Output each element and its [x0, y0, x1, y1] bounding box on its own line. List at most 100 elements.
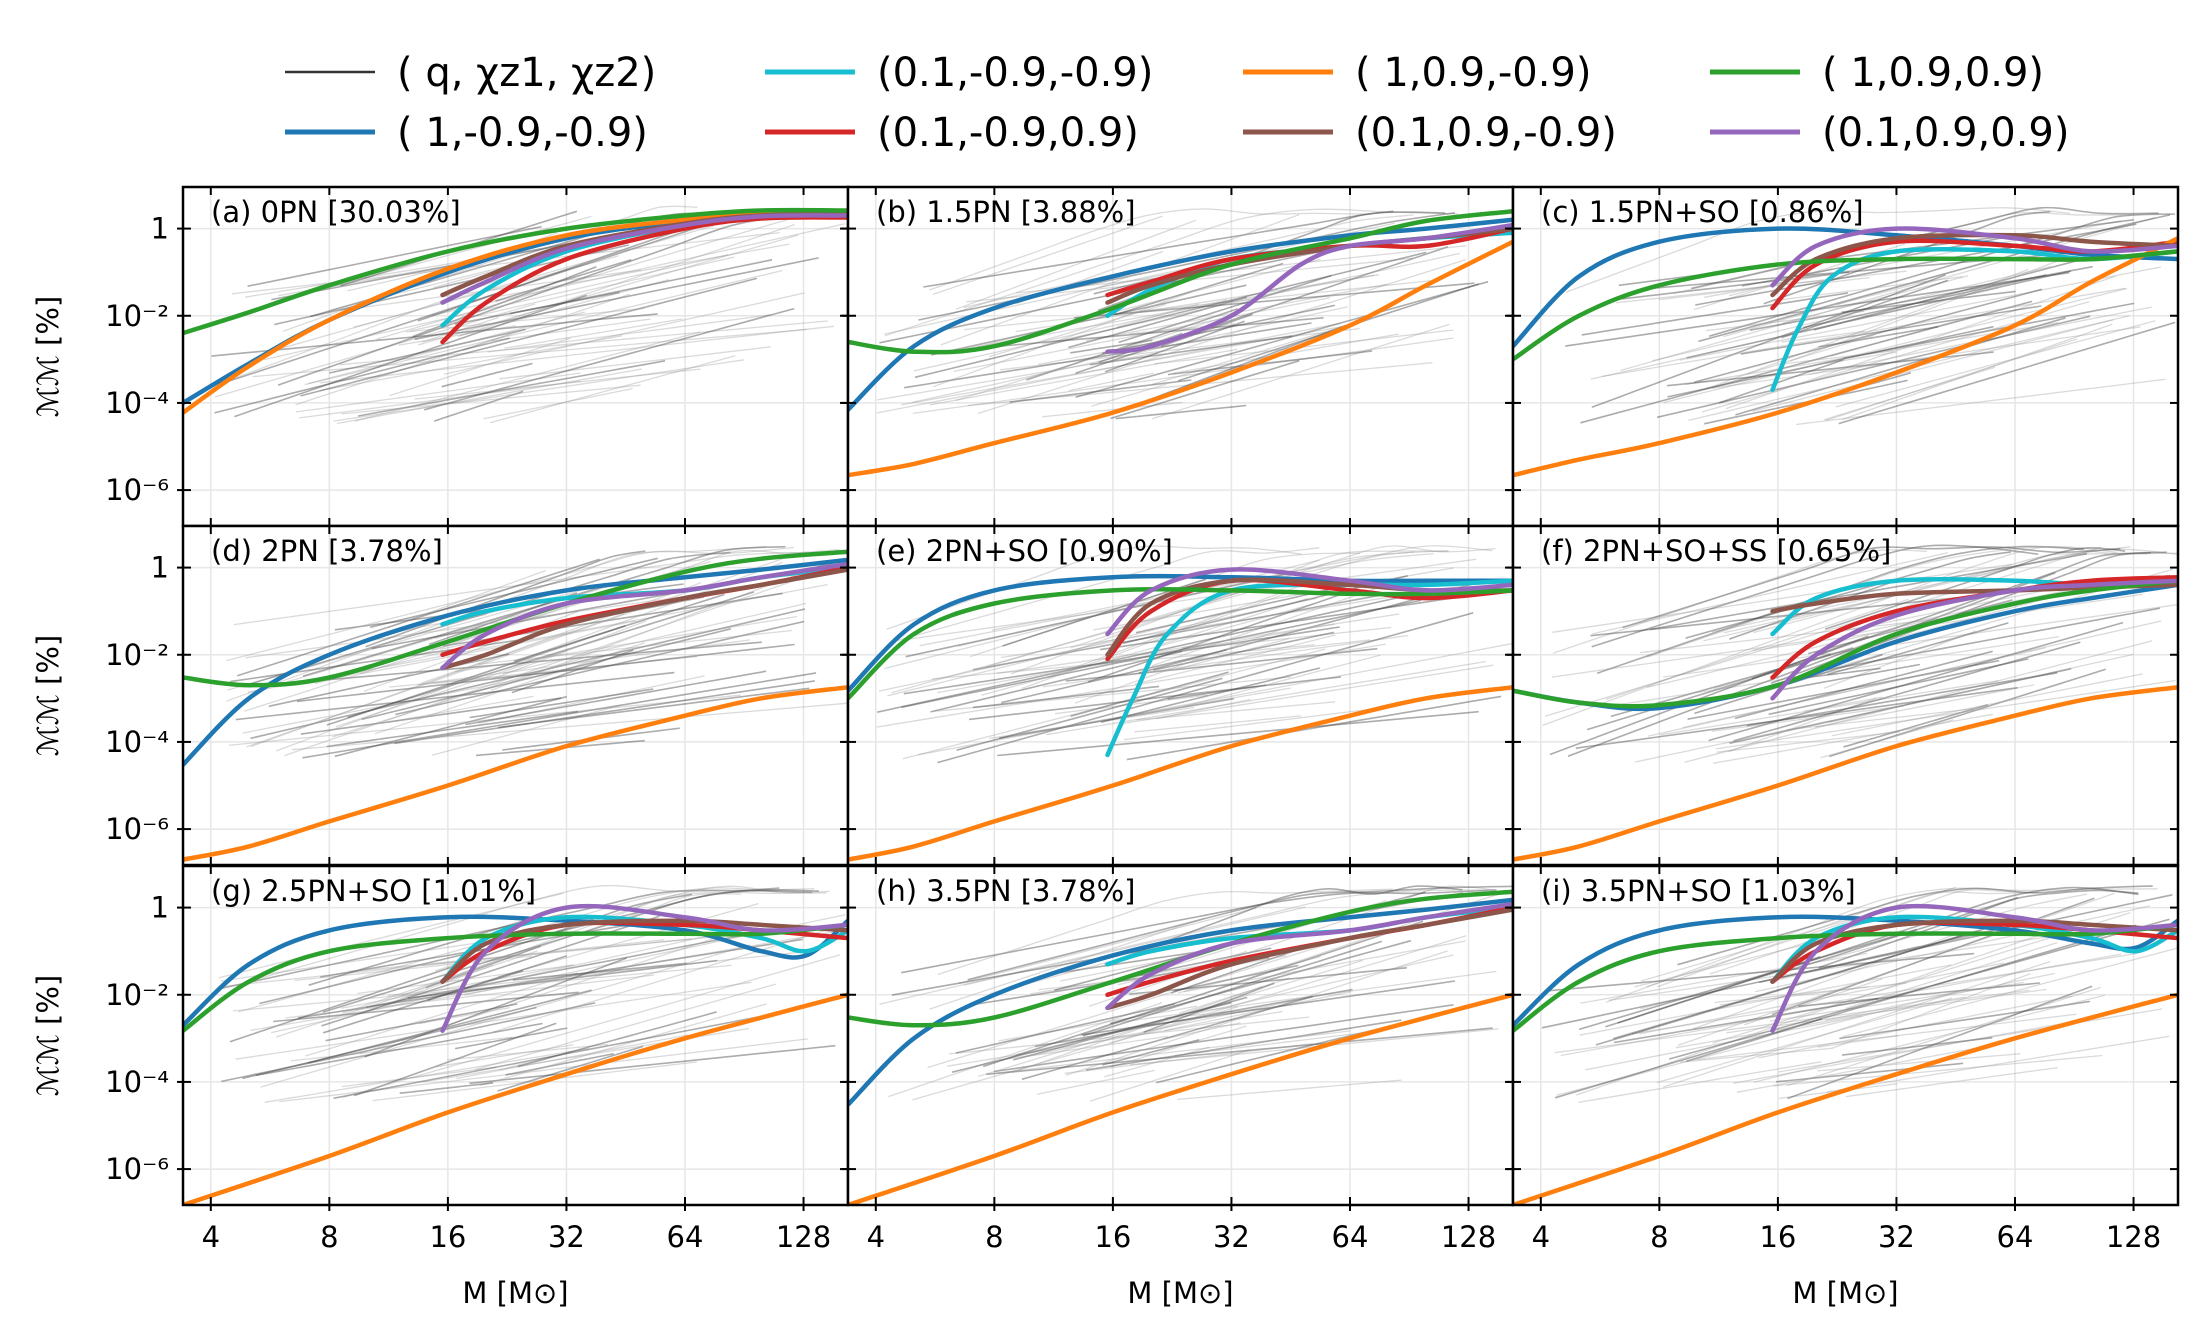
background-curve — [1706, 310, 1865, 332]
background-curve — [1741, 237, 2003, 287]
background-curve — [1114, 262, 1284, 316]
background-curve — [955, 1003, 1175, 1054]
background-curve — [1663, 604, 2178, 678]
background-curve — [914, 251, 1427, 379]
background-curve — [994, 1004, 1454, 1073]
background-curve — [326, 624, 626, 726]
background-curve — [1046, 579, 1317, 679]
background-curve — [1173, 964, 1299, 992]
background-curve — [302, 672, 817, 759]
series-line — [1770, 578, 2178, 701]
background-curve — [498, 687, 810, 729]
background-curve — [1551, 638, 1818, 678]
background-curve — [1045, 660, 1486, 736]
background-curve — [1815, 684, 2035, 728]
background-curve — [504, 318, 684, 349]
background-curve — [1580, 300, 2033, 424]
background-curve — [1605, 887, 2158, 1003]
series-line — [1513, 236, 2178, 478]
background-curve — [1746, 672, 2058, 727]
x-tick-label: 8 — [1650, 1220, 1668, 1254]
background-curve — [1109, 935, 1467, 1044]
background-curve — [1805, 607, 2161, 675]
background-curve — [230, 637, 534, 683]
background-curve — [1126, 695, 1502, 761]
background-curve — [1163, 990, 1352, 1032]
x-tick-label: 32 — [1878, 1220, 1915, 1254]
background-curve — [1015, 954, 1454, 1056]
background-curve — [1773, 1054, 2103, 1087]
background-curve — [902, 648, 1326, 760]
background-curve — [469, 688, 654, 719]
background-curve — [279, 1038, 808, 1103]
background-curve — [886, 545, 1302, 630]
background-curve — [912, 1006, 1238, 1101]
background-curve — [483, 387, 633, 420]
background-curve — [1183, 940, 1466, 993]
background-curve — [341, 964, 575, 1009]
background-curve — [1591, 544, 2039, 648]
background-curve — [1074, 628, 1282, 704]
background-curve — [320, 215, 592, 291]
background-curve — [260, 944, 751, 1088]
background-curve — [912, 306, 1348, 403]
background-curve — [988, 303, 1166, 358]
series-line — [440, 918, 848, 984]
background-curve — [1675, 996, 1966, 1049]
y-tick-label: 10⁻² — [105, 299, 169, 333]
background-curve — [879, 889, 1490, 1005]
background-curve — [319, 325, 835, 384]
y-axis-label: ℳℳ [%] — [31, 635, 65, 756]
plot-area — [1513, 544, 2178, 862]
background-curve — [1841, 1037, 1993, 1056]
background-curve — [1085, 1019, 1402, 1071]
background-curve — [1839, 1000, 2091, 1040]
background-curve — [1684, 640, 2153, 763]
background-curve — [302, 545, 786, 677]
x-tick-label: 8 — [985, 1220, 1003, 1254]
background-curve — [1580, 952, 1868, 1004]
background-curve — [1825, 351, 1897, 365]
background-curve — [1012, 996, 1248, 1061]
background-curves — [1541, 885, 2178, 1104]
background-curve — [1160, 313, 1253, 348]
background-curve — [349, 938, 692, 972]
background-curve — [1560, 953, 2122, 1057]
background-curve — [1068, 372, 1155, 392]
background-curve — [296, 643, 795, 703]
background-curve — [903, 558, 1477, 641]
background-curve — [999, 1035, 1168, 1061]
background-curve — [1176, 637, 1290, 670]
background-curve — [332, 655, 590, 738]
background-curve — [1089, 1049, 1250, 1102]
background-curve — [1581, 292, 1849, 336]
background-curve — [1823, 630, 1976, 689]
y-tick-label: 10⁻⁶ — [105, 812, 169, 846]
background-curve — [1177, 955, 1321, 994]
background-curve — [343, 954, 841, 1098]
background-curve — [905, 572, 1292, 658]
background-curve — [1576, 934, 2040, 1096]
background-curve — [469, 1044, 836, 1085]
series-line — [1513, 578, 2178, 709]
background-curve — [913, 299, 1227, 372]
background-curve — [1771, 897, 2095, 1016]
background-curve — [1824, 366, 1996, 421]
background-curve — [359, 937, 717, 1055]
background-curve — [1575, 686, 2018, 749]
background-curve — [927, 932, 1363, 1069]
background-curve — [1651, 250, 2100, 290]
background-curves — [1565, 206, 2176, 426]
background-curve — [290, 1036, 513, 1062]
background-curve — [1134, 634, 1336, 685]
x-tick-label: 4 — [202, 1220, 220, 1254]
background-curve — [1102, 304, 1336, 355]
background-curve — [1652, 265, 2052, 362]
background-curve — [1820, 719, 1954, 759]
background-curve — [917, 643, 1512, 756]
legend-label: ( 1,-0.9,-0.9) — [397, 110, 648, 156]
background-curve — [876, 322, 1340, 414]
background-curve — [1656, 997, 1953, 1084]
x-tick-label: 8 — [320, 1220, 338, 1254]
background-curve — [1009, 379, 1192, 403]
